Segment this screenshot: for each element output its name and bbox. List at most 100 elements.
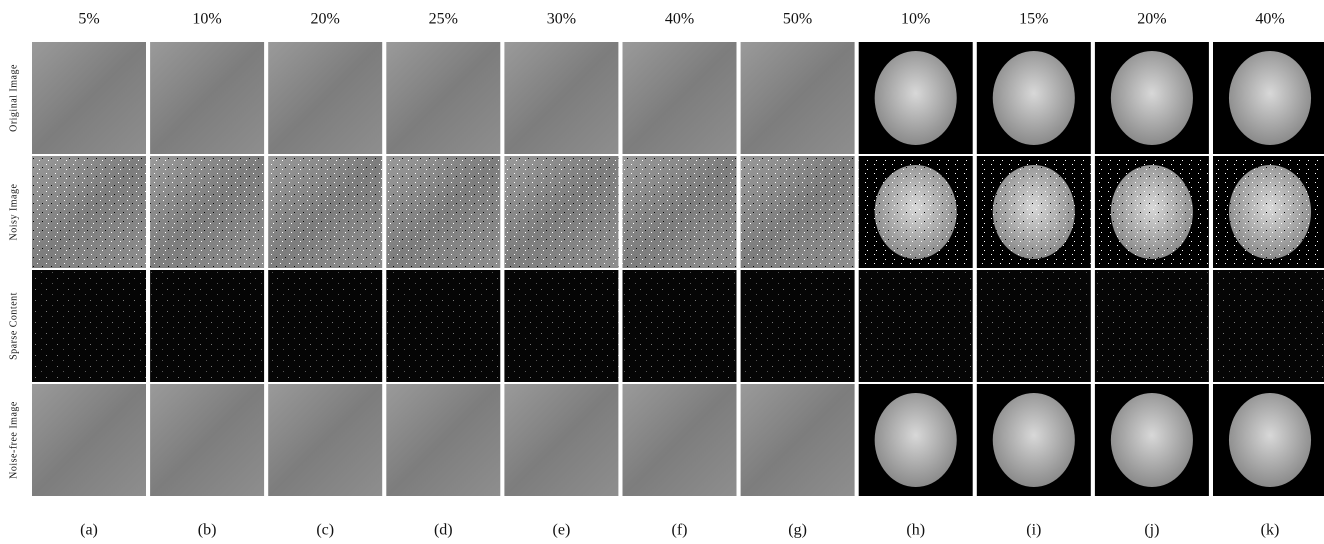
column-header: 50% xyxy=(783,11,812,28)
column-header: 5% xyxy=(78,11,99,28)
image-tile xyxy=(268,384,382,496)
noise-overlay xyxy=(623,156,737,268)
image-tile xyxy=(504,270,618,382)
scene-image xyxy=(504,384,618,496)
column-header: 20% xyxy=(311,11,340,28)
subfigure-caption: (j) xyxy=(1144,522,1159,539)
image-tile xyxy=(32,270,146,382)
subfigure-caption: (i) xyxy=(1026,522,1041,539)
object xyxy=(1229,393,1311,487)
image-tile xyxy=(268,270,382,382)
scene-image xyxy=(623,384,737,496)
noise-overlay xyxy=(386,156,500,268)
column-header: 40% xyxy=(665,11,694,28)
subfigure-caption: (f) xyxy=(672,522,688,539)
image-tile xyxy=(977,42,1091,154)
image-tile xyxy=(150,156,264,268)
scene-image xyxy=(741,42,855,154)
scene-image xyxy=(268,42,382,154)
image-tile xyxy=(977,384,1091,496)
object xyxy=(1229,51,1311,145)
object xyxy=(993,51,1075,145)
image-tile xyxy=(623,42,737,154)
image-tile xyxy=(623,384,737,496)
object xyxy=(1111,51,1193,145)
image-tile xyxy=(1095,384,1209,496)
sparse-image xyxy=(1095,270,1209,382)
column-header: 10% xyxy=(901,11,930,28)
sparse-image xyxy=(268,270,382,382)
subfigure-caption: (e) xyxy=(553,522,571,539)
image-tile xyxy=(504,42,618,154)
sparse-image xyxy=(1213,270,1324,382)
image-tile xyxy=(859,42,973,154)
noise-overlay xyxy=(1095,156,1209,268)
image-tile xyxy=(1095,270,1209,382)
noise-overlay xyxy=(150,156,264,268)
subfigure-caption: (c) xyxy=(316,522,334,539)
subfigure-caption: (d) xyxy=(434,522,453,539)
image-tile xyxy=(1213,156,1324,268)
row-label: Original Image xyxy=(8,64,19,132)
column-header: 40% xyxy=(1255,11,1284,28)
page: {"columns": [ {"header": "5%", "caption"… xyxy=(0,0,1324,544)
row-label: Noise-free Image xyxy=(8,401,19,479)
image-tile xyxy=(32,384,146,496)
noise-overlay xyxy=(859,156,973,268)
column-header: 30% xyxy=(547,11,576,28)
noise-overlay xyxy=(32,156,146,268)
sparse-image xyxy=(386,270,500,382)
object xyxy=(875,51,957,145)
image-tile xyxy=(741,270,855,382)
image-tile xyxy=(32,156,146,268)
column-header: 25% xyxy=(429,11,458,28)
scene-image xyxy=(150,42,264,154)
scene-image xyxy=(32,42,146,154)
sparse-image xyxy=(150,270,264,382)
scene-image xyxy=(386,42,500,154)
image-tile xyxy=(150,270,264,382)
image-tile xyxy=(623,156,737,268)
column-header: 15% xyxy=(1019,11,1048,28)
scene-image xyxy=(623,42,737,154)
image-tile xyxy=(268,156,382,268)
sparse-image xyxy=(741,270,855,382)
image-tile xyxy=(1213,270,1324,382)
image-tile xyxy=(1095,156,1209,268)
image-tile xyxy=(386,42,500,154)
figure: Original ImageNoisy ImageSparse ContentN… xyxy=(0,0,1324,544)
sparse-image xyxy=(32,270,146,382)
subfigure-caption: (a) xyxy=(80,522,98,539)
image-tile xyxy=(150,384,264,496)
sparse-image xyxy=(859,270,973,382)
image-tile xyxy=(504,156,618,268)
image-tile xyxy=(386,270,500,382)
subfigure-caption: (h) xyxy=(906,522,925,539)
image-tile xyxy=(150,42,264,154)
object xyxy=(993,393,1075,487)
sparse-image xyxy=(977,270,1091,382)
noise-overlay xyxy=(504,156,618,268)
subfigure-caption: (b) xyxy=(198,522,217,539)
image-tile xyxy=(741,384,855,496)
subfigure-caption: (k) xyxy=(1261,522,1280,539)
sparse-image xyxy=(623,270,737,382)
scene-image xyxy=(32,384,146,496)
row-label: Sparse Content xyxy=(8,292,19,360)
image-tile xyxy=(504,384,618,496)
image-tile xyxy=(977,270,1091,382)
column-header: 20% xyxy=(1137,11,1166,28)
noise-overlay xyxy=(977,156,1091,268)
image-tile xyxy=(741,156,855,268)
scene-image xyxy=(741,384,855,496)
image-tile xyxy=(386,156,500,268)
scene-image xyxy=(504,42,618,154)
image-tile xyxy=(32,42,146,154)
image-tile xyxy=(859,384,973,496)
subfigure-caption: (g) xyxy=(788,522,807,539)
image-tile xyxy=(623,270,737,382)
scene-image xyxy=(386,384,500,496)
image-tile xyxy=(859,270,973,382)
object xyxy=(1111,393,1193,487)
scene-image xyxy=(150,384,264,496)
